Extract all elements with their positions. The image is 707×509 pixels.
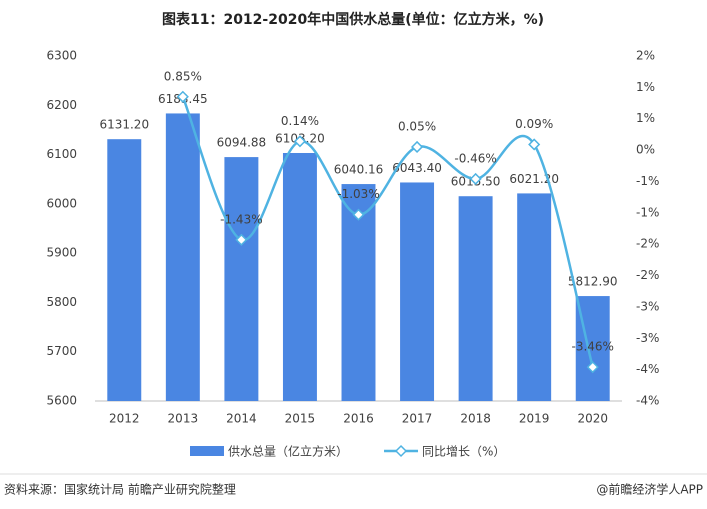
bar-label: 6094.88 <box>217 136 267 150</box>
point <box>293 135 307 148</box>
x-tick-label: 2012 <box>109 412 140 426</box>
bar <box>400 182 435 401</box>
y2-tick-label: -1% <box>636 174 659 188</box>
bar-label: 6040.16 <box>334 163 384 177</box>
credit: @前瞻经济学人APP <box>596 482 703 497</box>
bar-label: 5812.90 <box>568 275 618 289</box>
legend-label: 同比增长（%） <box>422 445 505 459</box>
y-tick-label: 6300 <box>46 49 77 63</box>
point-label: 0.05% <box>398 119 436 133</box>
bar <box>224 157 259 401</box>
x-tick-label: 2018 <box>460 412 491 426</box>
bar-label: 6021.20 <box>509 172 559 186</box>
point <box>235 233 248 246</box>
legend-label: 供水总量（亿立方米） <box>228 444 348 459</box>
x-tick-label: 2017 <box>402 412 433 426</box>
y-tick-label: 5900 <box>46 246 77 260</box>
point <box>528 138 541 151</box>
y2-tick-label: -3% <box>636 299 659 313</box>
y2-tick-label: 2% <box>636 49 655 63</box>
bar <box>165 113 200 401</box>
y2-tick-label: 1% <box>636 111 655 125</box>
chart-title: 图表11：2012-2020年中国供水总量(单位：亿立方米，%) <box>162 11 544 28</box>
point-label: 0.09% <box>515 117 553 131</box>
point <box>352 208 365 221</box>
point-label: -1.03% <box>337 187 379 201</box>
y2-tick-label: -2% <box>636 237 659 251</box>
y-tick-label: 6000 <box>46 196 77 210</box>
y-tick-label: 5700 <box>46 344 77 358</box>
bar-label: 6131.20 <box>99 118 149 132</box>
y2-tick-label: -1% <box>636 205 659 219</box>
legend-swatch <box>190 446 224 456</box>
x-tick-label: 2013 <box>168 412 199 426</box>
y-tick-label: 6200 <box>46 98 77 112</box>
legend-marker <box>394 444 408 458</box>
point-label: 0.85% <box>164 69 202 83</box>
y-tick-label: 5800 <box>46 295 77 309</box>
y2-tick-label: -4% <box>636 362 659 376</box>
point-label: -0.46% <box>454 151 496 165</box>
y2-tick-label: 1% <box>636 80 655 94</box>
bar <box>517 193 552 401</box>
x-tick-label: 2015 <box>285 412 316 426</box>
x-tick-label: 2019 <box>519 412 550 426</box>
x-tick-label: 2020 <box>577 412 608 426</box>
y2-tick-label: 0% <box>636 143 655 157</box>
x-tick-label: 2014 <box>226 412 257 426</box>
y2-tick-label: -3% <box>636 331 659 345</box>
point <box>176 90 189 103</box>
y2-tick-label: -2% <box>636 268 659 282</box>
x-tick-label: 2016 <box>343 412 374 426</box>
source: 资料来源：国家统计局 前瞻产业研究院整理 <box>4 482 236 497</box>
bar <box>107 139 142 402</box>
point-label: -1.43% <box>220 212 262 226</box>
y2-tick-label: -4% <box>636 394 659 408</box>
bar-label: 6043.40 <box>392 161 442 175</box>
point-label: -3.46% <box>571 340 613 354</box>
bar <box>458 196 493 401</box>
point-label: 0.14% <box>281 114 319 128</box>
point <box>469 172 482 186</box>
point <box>410 140 424 154</box>
y-tick-label: 5600 <box>46 394 77 408</box>
y-tick-label: 6100 <box>46 147 77 161</box>
bar <box>282 152 317 401</box>
point <box>586 361 599 374</box>
